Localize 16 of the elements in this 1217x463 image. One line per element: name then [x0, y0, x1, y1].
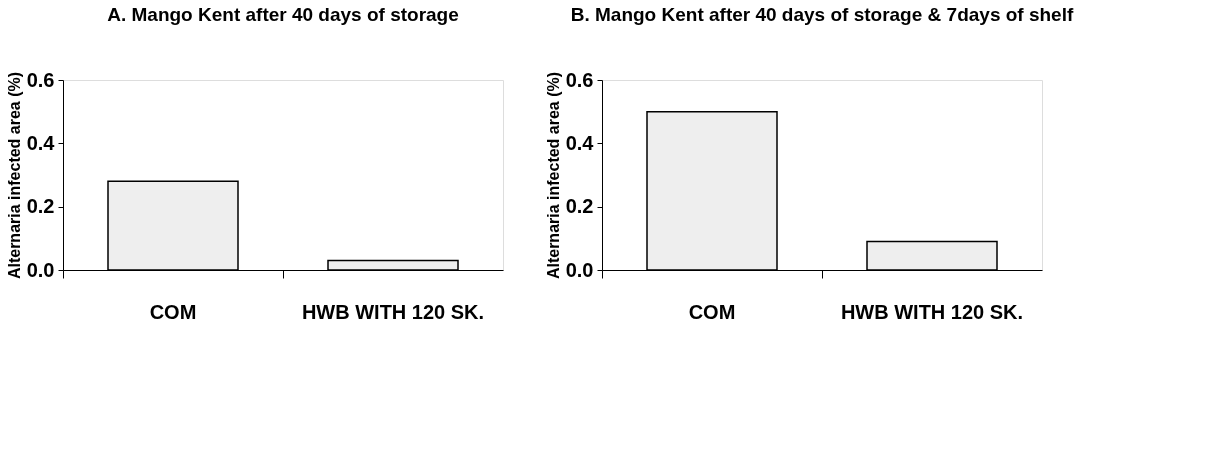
- y-tick-label: 0.4: [26, 131, 56, 154]
- y-tick-label: 0.0: [26, 258, 55, 281]
- y-tick-label: 0.2: [565, 195, 594, 218]
- x-tick-label: HWB WITH 120 SK.: [840, 300, 1024, 323]
- x-tick-label: COM: [688, 300, 736, 323]
- y-axis-title: Alternaria infected area (%): [5, 71, 23, 280]
- y-tick-label: 0.4: [565, 131, 595, 154]
- y-tick-label: 0.6: [26, 68, 55, 91]
- x-tick-label: COM: [149, 300, 197, 323]
- y-tick-label: 0.2: [26, 195, 55, 218]
- chart-title: B. Mango Kent after 40 days of storage & 7days of shelf: [570, 4, 1074, 25]
- y-tick-label: 0.6: [565, 68, 594, 91]
- y-tick-label: 0.0: [565, 258, 594, 281]
- x-tick-label: HWB WITH 120 SK.: [301, 300, 485, 323]
- y-axis-title: Alternaria infected area (%): [544, 71, 562, 280]
- chart-title: A. Mango Kent after 40 days of storage: [107, 4, 459, 25]
